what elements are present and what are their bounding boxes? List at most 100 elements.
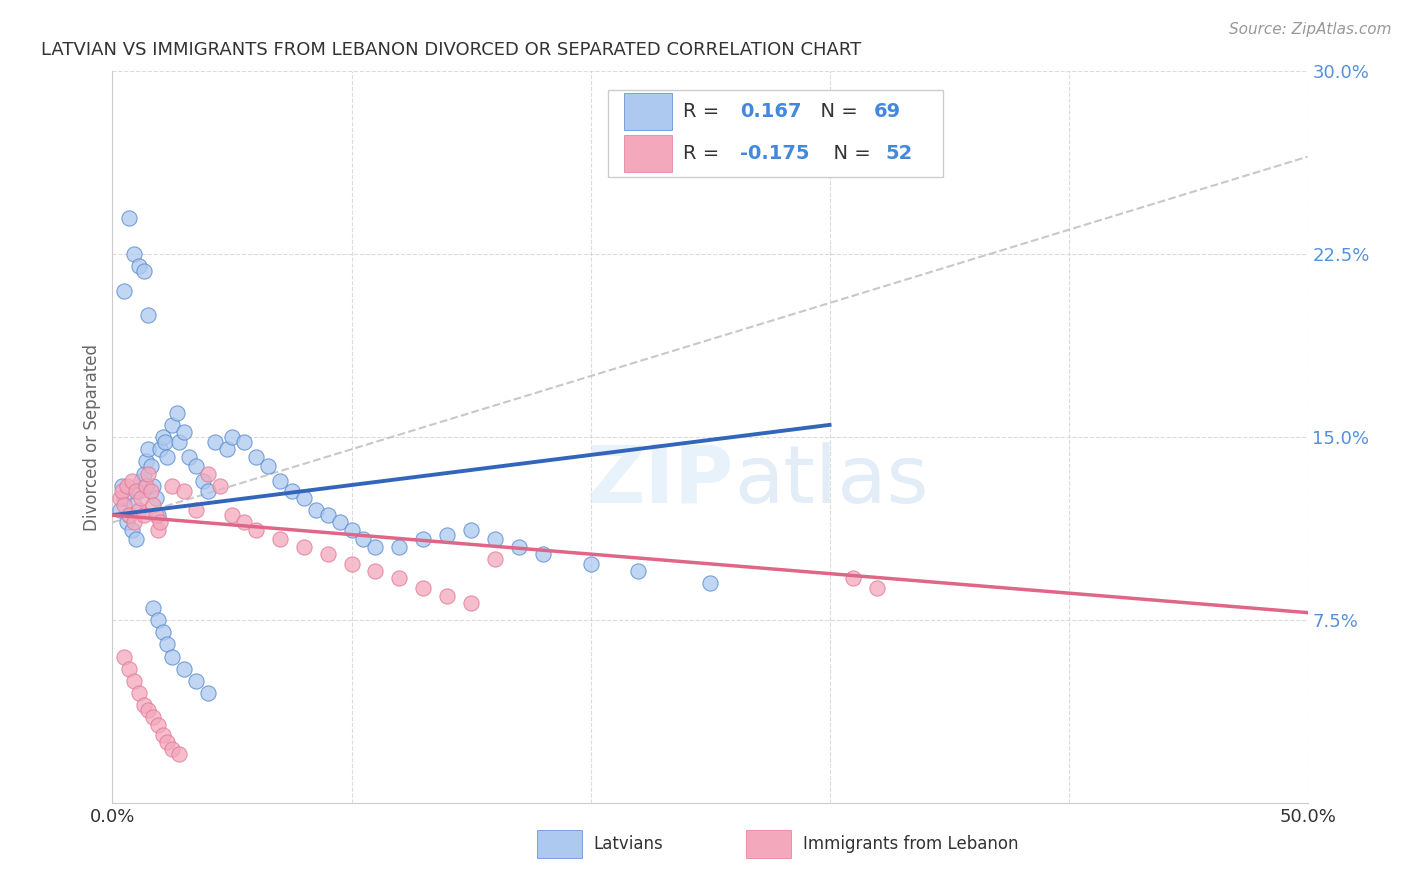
Point <box>484 533 506 547</box>
Point <box>128 686 150 700</box>
Point <box>115 516 138 530</box>
Point <box>177 450 200 464</box>
Text: LATVIAN VS IMMIGRANTS FROM LEBANON DIVORCED OR SEPARATED CORRELATION CHART: LATVIAN VS IMMIGRANTS FROM LEBANON DIVOR… <box>41 41 860 59</box>
Point <box>128 260 150 274</box>
Point <box>484 552 506 566</box>
Point <box>139 483 162 498</box>
Text: Latvians: Latvians <box>593 835 662 853</box>
Point <box>114 649 135 664</box>
Point <box>197 467 219 481</box>
Point <box>146 508 169 522</box>
Point <box>139 459 162 474</box>
Point <box>118 662 141 676</box>
Point <box>281 483 304 498</box>
Point <box>699 576 721 591</box>
Point <box>114 499 135 513</box>
Text: R =: R = <box>682 102 725 121</box>
Text: R =: R = <box>682 144 725 162</box>
Point <box>152 727 174 741</box>
Point <box>145 491 167 505</box>
Point <box>842 572 865 586</box>
Point <box>305 503 328 517</box>
Point <box>138 467 160 481</box>
Text: ZIP: ZIP <box>586 442 734 520</box>
Point <box>193 474 215 488</box>
Point <box>152 430 174 444</box>
FancyBboxPatch shape <box>747 830 792 858</box>
Point <box>135 479 157 493</box>
Point <box>269 474 291 488</box>
Point <box>146 613 169 627</box>
Point <box>108 491 131 505</box>
Point <box>153 434 176 449</box>
Point <box>436 589 458 603</box>
Point <box>197 483 219 498</box>
Point <box>115 479 138 493</box>
Point <box>129 474 152 488</box>
Point <box>132 698 155 713</box>
Point <box>627 564 650 578</box>
Point <box>162 742 183 756</box>
Point <box>121 474 143 488</box>
Point <box>197 686 219 700</box>
Text: 0.167: 0.167 <box>740 102 801 121</box>
Point <box>173 662 195 676</box>
Point <box>142 710 165 724</box>
Point <box>111 479 134 493</box>
Point <box>866 581 889 595</box>
Point <box>149 516 172 530</box>
Point <box>292 540 315 554</box>
Point <box>217 442 239 457</box>
Text: Source: ZipAtlas.com: Source: ZipAtlas.com <box>1229 22 1392 37</box>
Point <box>114 284 135 298</box>
Point <box>125 483 148 498</box>
Point <box>122 516 145 530</box>
Point <box>156 735 179 749</box>
Point <box>108 503 131 517</box>
Text: 69: 69 <box>873 102 901 121</box>
FancyBboxPatch shape <box>537 830 582 858</box>
Point <box>412 533 434 547</box>
Point <box>388 540 411 554</box>
Point <box>292 491 315 505</box>
Point <box>146 523 169 537</box>
Point <box>186 503 208 517</box>
Point <box>142 499 165 513</box>
Point <box>436 527 458 541</box>
Text: -0.175: -0.175 <box>740 144 810 162</box>
FancyBboxPatch shape <box>624 94 672 130</box>
Point <box>118 508 141 522</box>
Point <box>125 533 148 547</box>
FancyBboxPatch shape <box>609 90 943 178</box>
Point <box>412 581 434 595</box>
Point <box>233 434 256 449</box>
Point <box>221 430 243 444</box>
Point <box>149 442 172 457</box>
Point <box>132 467 155 481</box>
Point <box>173 483 195 498</box>
Point <box>166 406 188 420</box>
Point <box>114 491 135 505</box>
Text: N =: N = <box>821 144 877 162</box>
Point <box>135 454 157 468</box>
Point <box>138 308 160 322</box>
Point <box>352 533 374 547</box>
Point <box>118 211 141 225</box>
Point <box>340 557 363 571</box>
Point <box>122 673 145 688</box>
Point <box>186 459 208 474</box>
Point <box>364 540 387 554</box>
Point <box>269 533 291 547</box>
Point <box>142 600 165 615</box>
Y-axis label: Divorced or Separated: Divorced or Separated <box>83 343 101 531</box>
Point <box>316 547 339 561</box>
Point <box>142 479 165 493</box>
Text: 52: 52 <box>886 144 912 162</box>
Point <box>508 540 530 554</box>
Point <box>316 508 339 522</box>
Point <box>128 483 150 498</box>
Point <box>121 523 143 537</box>
Point <box>146 718 169 732</box>
Point <box>169 434 191 449</box>
Point <box>162 417 183 432</box>
